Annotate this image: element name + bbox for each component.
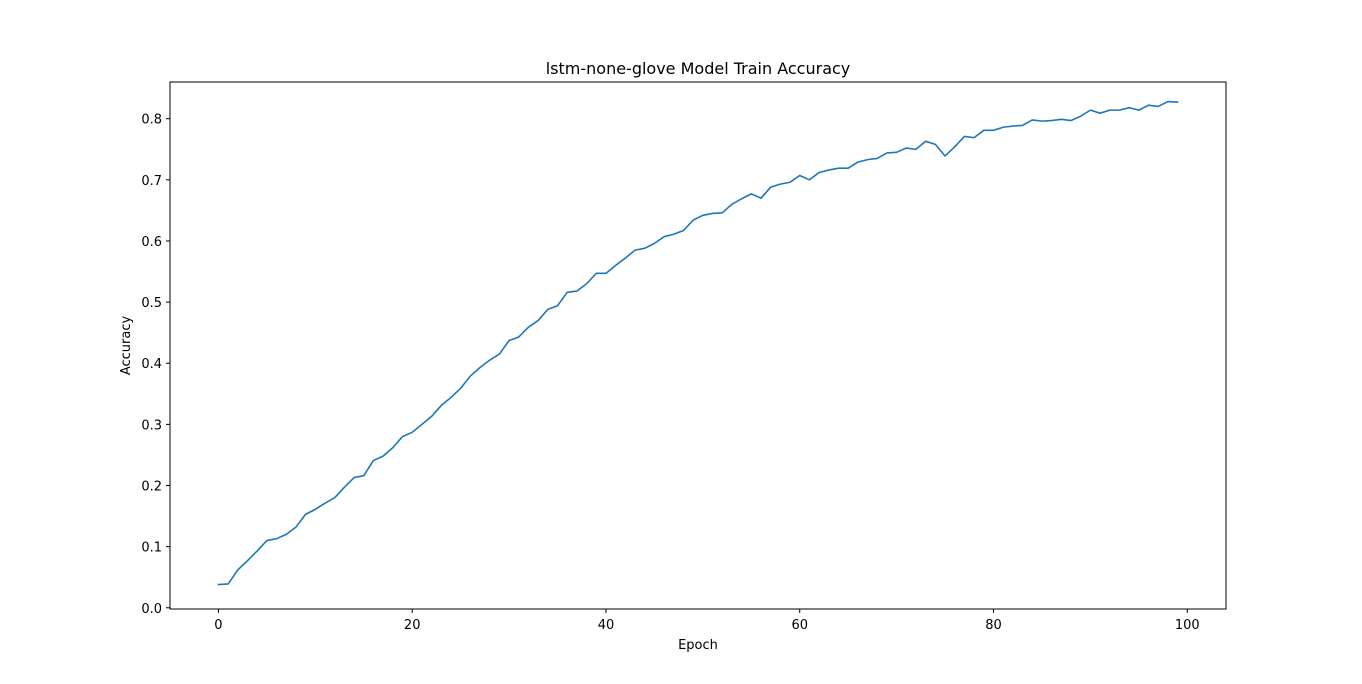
x-tick-label: 100 [1175,618,1200,633]
chart-title: lstm-none-glove Model Train Accuracy [546,59,851,78]
y-tick-label: 0.6 [141,235,162,250]
y-axis-ticks: 0.0 0.1 0.2 0.3 0.4 0.5 0.6 0.7 0.8 [141,113,170,617]
plot-area-frame [169,81,1227,610]
x-tick-label: 80 [985,618,1002,633]
y-axis-title: Accuracy [119,316,134,376]
y-tick-label: 0.3 [141,418,162,433]
x-tick-label: 40 [598,618,615,633]
series-line [217,100,1179,586]
x-axis-ticks: 0 20 40 60 80 100 [214,609,1200,633]
y-tick-label: 0.7 [141,174,162,189]
y-tick-label: 0.5 [141,296,162,311]
x-tick-label: 60 [791,618,808,633]
x-tick-label: 0 [214,618,222,633]
x-tick-label: 20 [404,618,421,633]
y-tick-label: 0.8 [141,113,162,128]
y-tick-label: 0.2 [141,480,162,495]
y-tick-label: 0.0 [141,602,162,617]
y-tick-label: 0.1 [141,541,162,556]
y-tick-label: 0.4 [141,357,162,372]
x-axis-title: Epoch [678,638,718,653]
